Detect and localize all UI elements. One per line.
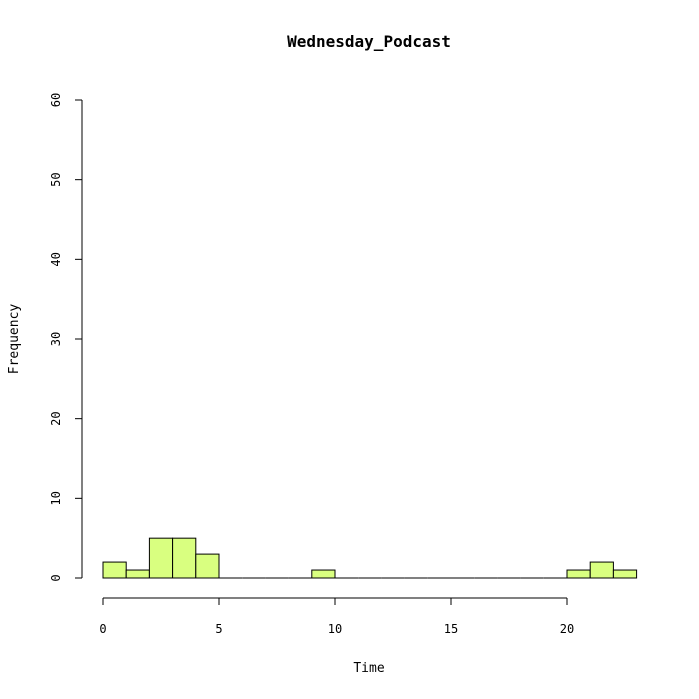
y-axis: 0 10 20 30 40 50 60	[49, 93, 83, 582]
y-tick-label: 30	[49, 332, 63, 346]
y-tick-label: 10	[49, 491, 63, 505]
x-tick-label: 20	[560, 622, 574, 636]
y-tick-label: 20	[49, 411, 63, 425]
x-tick-label: 0	[99, 622, 106, 636]
x-axis: 0 5 10 15 20	[99, 597, 574, 636]
y-tick-label: 50	[49, 172, 63, 186]
y-axis-label: Frequency	[7, 304, 22, 375]
histogram-bar	[172, 537, 197, 579]
y-tick-label: 0	[49, 574, 63, 581]
histogram-bar	[195, 553, 220, 579]
histogram-bar	[612, 569, 638, 579]
x-axis-label: Time	[353, 661, 384, 676]
y-tick-label: 60	[49, 93, 63, 107]
x-tick-label: 10	[328, 622, 342, 636]
y-tick-label: 40	[49, 252, 63, 266]
chart-title: Wednesday_Podcast	[287, 32, 451, 51]
histogram-bar	[589, 561, 614, 579]
x-tick-label: 5	[215, 622, 222, 636]
histogram-bars	[102, 537, 638, 579]
histogram-bar	[311, 569, 336, 579]
histogram-bar	[125, 569, 150, 579]
x-tick-label: 15	[444, 622, 458, 636]
histogram-bar	[566, 569, 591, 579]
histogram-bar	[102, 561, 127, 579]
histogram-bar	[148, 537, 174, 579]
